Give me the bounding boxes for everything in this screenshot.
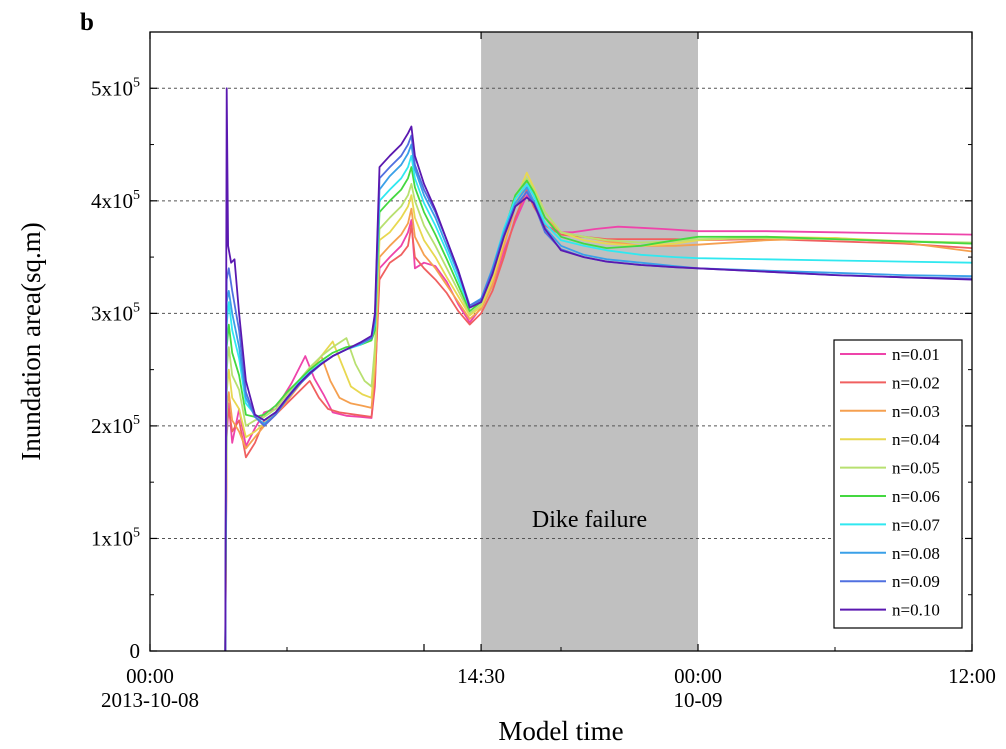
- y-tick-label: 4x105: [91, 188, 140, 213]
- legend-label: n=0.03: [892, 402, 940, 421]
- legend-label: n=0.06: [892, 487, 940, 506]
- series-line-n=0.06: [224, 166, 973, 652]
- series-line-n=0.01: [224, 194, 973, 652]
- shaded-band-layer: Dike failure: [481, 32, 698, 651]
- legend-box: [833, 339, 963, 629]
- legend-label: n=0.10: [892, 601, 940, 620]
- y-tick-label: 2x105: [91, 413, 140, 438]
- y-axis-title: Inundation area(sq.m): [16, 222, 46, 460]
- legend-label: n=0.05: [892, 459, 940, 478]
- x-axis-title: Model time: [498, 716, 623, 746]
- legend-label: n=0.07: [892, 515, 940, 534]
- dike-failure-band: [481, 32, 698, 651]
- legend-label: n=0.01: [892, 345, 940, 364]
- panel-label: b: [80, 9, 94, 36]
- tick-layer: 01x1052x1053x1054x1055x10500:002013-10-0…: [91, 32, 996, 712]
- x-tick-sublabel: 10-09: [674, 688, 723, 712]
- legend-label: n=0.08: [892, 544, 940, 563]
- series-line-n=0.05: [224, 177, 973, 652]
- series-line-n=0.04: [224, 171, 973, 652]
- legend-label: n=0.02: [892, 373, 940, 392]
- x-tick-label: 14:30: [457, 664, 505, 688]
- dike-failure-label: Dike failure: [532, 507, 647, 533]
- x-tick-label: 00:00: [674, 664, 722, 688]
- y-tick-label: 1x105: [91, 525, 140, 550]
- y-tick-label: 5x105: [91, 75, 140, 100]
- x-tick-label: 00:00: [126, 664, 174, 688]
- legend: n=0.01 n=0.02 n=0.03 n=0.04 n=0.05 n=0.06 n=0.…: [833, 339, 963, 629]
- legend-label: n=0.09: [892, 572, 940, 591]
- y-tick-label: 3x105: [91, 300, 140, 325]
- y-tick-label: 0: [130, 639, 141, 663]
- series-line-n=0.10: [224, 87, 973, 652]
- x-tick-sublabel: 2013-10-08: [101, 688, 199, 712]
- series-layer: [224, 87, 973, 652]
- x-tick-label: 12:00: [948, 664, 996, 688]
- legend-label: n=0.04: [892, 430, 940, 449]
